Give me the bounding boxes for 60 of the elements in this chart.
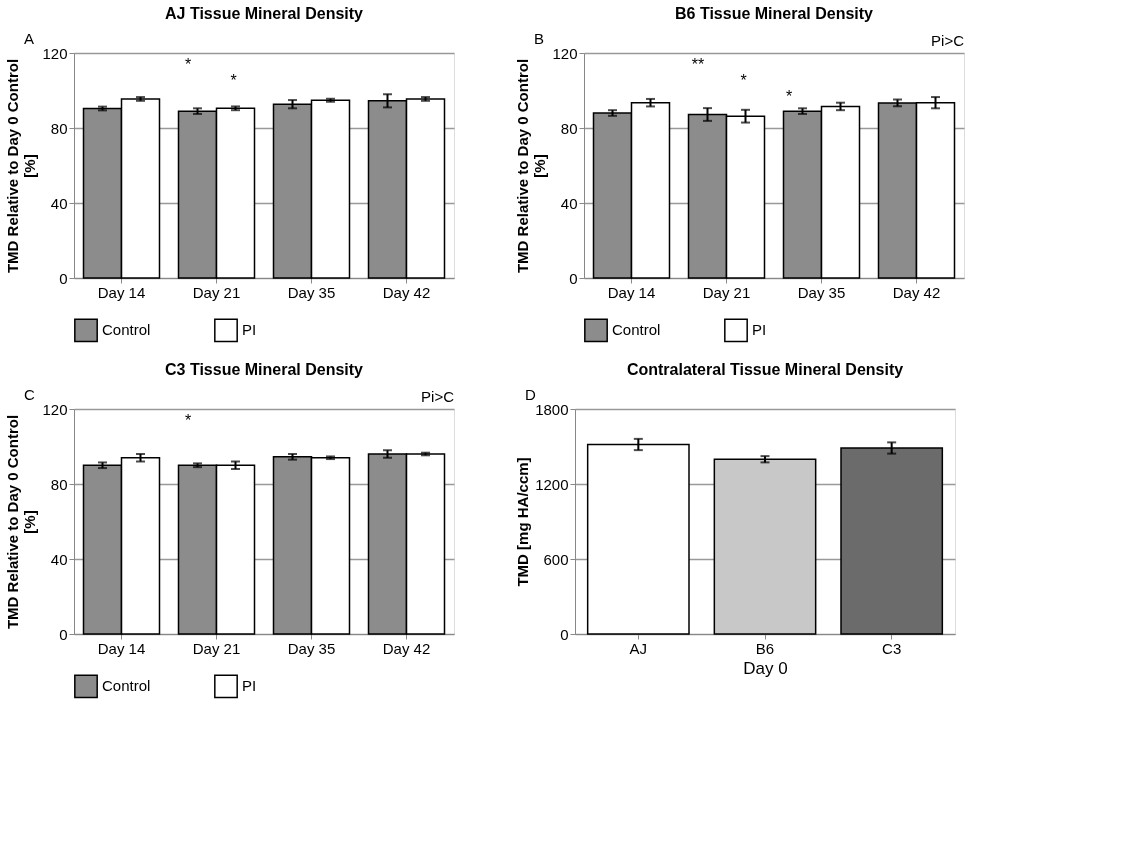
x-tick-label: Day 42 bbox=[892, 283, 941, 301]
x-tick-label: Day 21 bbox=[192, 639, 241, 657]
x-tick-label: Day 35 bbox=[287, 639, 336, 657]
x-tick-label: B6 bbox=[755, 639, 775, 657]
y-axis-title: TMD Relative to Day 0 Control [%] bbox=[4, 414, 39, 630]
y-tick-label: 1800 bbox=[535, 400, 569, 418]
legend-label: PI bbox=[752, 321, 767, 339]
y-tick-label: 80 bbox=[560, 119, 578, 137]
chart-title: B6 Tissue Mineral Density bbox=[675, 5, 874, 22]
x-tick-label: Day 14 bbox=[97, 639, 146, 657]
y-axis-title: TMD Relative to Day 0 Control [%] bbox=[514, 58, 549, 274]
x-tick-label: Day 21 bbox=[192, 283, 241, 301]
legend-label: Control bbox=[102, 321, 151, 339]
chart-title: AJ Tissue Mineral Density bbox=[165, 5, 364, 22]
chart-title: Contralateral Tissue Mineral Density bbox=[626, 361, 904, 378]
y-tick-label: 0 bbox=[560, 625, 569, 643]
legend-label: Control bbox=[612, 321, 661, 339]
y-tick-label: 120 bbox=[552, 44, 578, 62]
x-tick-label: Day 14 bbox=[607, 283, 656, 301]
bar bbox=[713, 458, 817, 635]
y-tick-label: 40 bbox=[560, 194, 578, 212]
x-tick-label: Day 42 bbox=[382, 639, 431, 657]
x-tick-label: C3 bbox=[882, 639, 902, 657]
x-tick-label: Day 35 bbox=[797, 283, 846, 301]
y-tick-label: 120 bbox=[42, 44, 68, 62]
chart-subtitle: Pi>C bbox=[421, 388, 455, 405]
x-tick-label: Day 21 bbox=[702, 283, 751, 301]
y-tick-label: 600 bbox=[543, 550, 569, 568]
text: A bbox=[24, 30, 35, 47]
annotation: * bbox=[740, 72, 747, 89]
text: D bbox=[525, 386, 536, 403]
text: C bbox=[24, 386, 35, 403]
annotation: * bbox=[230, 72, 237, 89]
chart-title: C3 Tissue Mineral Density bbox=[165, 361, 364, 378]
y-tick-label: 40 bbox=[50, 550, 68, 568]
x-tick-label: Day 42 bbox=[382, 283, 431, 301]
y-tick-label: 0 bbox=[569, 269, 578, 287]
legend-label: PI bbox=[242, 677, 257, 695]
x-tick-label: Day 14 bbox=[97, 283, 146, 301]
bar bbox=[586, 443, 690, 635]
annotation: * bbox=[786, 88, 793, 105]
chart-subtitle: Pi>C bbox=[931, 32, 965, 49]
y-tick-label: 40 bbox=[50, 194, 68, 212]
text: B bbox=[534, 30, 545, 47]
annotation: * bbox=[184, 412, 192, 429]
x-tick-label: AJ bbox=[629, 639, 648, 657]
legend-label: PI bbox=[242, 321, 257, 339]
y-tick-label: 1200 bbox=[535, 475, 569, 493]
y-tick-label: 0 bbox=[59, 625, 68, 643]
annotation: * bbox=[184, 56, 192, 73]
y-tick-label: 0 bbox=[59, 269, 68, 287]
y-tick-label: 80 bbox=[50, 475, 68, 493]
x-axis-title: Day 0 bbox=[743, 658, 788, 678]
annotation: ** bbox=[691, 56, 705, 73]
y-tick-label: 120 bbox=[42, 400, 68, 418]
x-tick-label: Day 35 bbox=[287, 283, 336, 301]
y-tick-label: 80 bbox=[50, 119, 68, 137]
y-axis-title: TMD [mg HA/ccm] bbox=[514, 457, 532, 587]
legend-label: Control bbox=[102, 677, 151, 695]
y-axis-title: TMD Relative to Day 0 Control [%] bbox=[4, 58, 39, 274]
